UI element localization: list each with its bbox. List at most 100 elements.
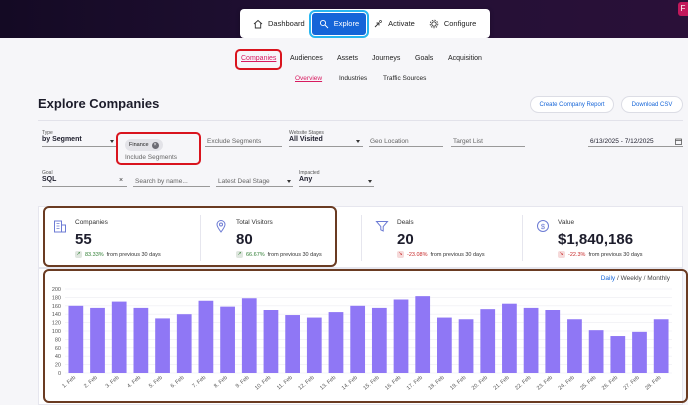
chart-bar[interactable] [371, 307, 387, 373]
chart-bar[interactable] [545, 310, 561, 373]
highlight-chart [43, 269, 688, 403]
tab-audiences[interactable]: Audiences [290, 55, 323, 62]
tab-assets[interactable]: Assets [337, 55, 359, 62]
geo-underline [369, 146, 443, 147]
impacted-select[interactable]: Impacted Any [299, 170, 320, 183]
stat-companies: Companies 55 ↗ 83.33% from previous 30 day… [39, 207, 200, 269]
nav-activate[interactable]: Activate [366, 13, 422, 35]
avatar[interactable]: F [678, 2, 688, 16]
create-report-button[interactable]: Create Company Report [530, 96, 614, 113]
monthly-toggle[interactable]: Monthly [647, 275, 670, 282]
chart-bar[interactable] [155, 318, 170, 373]
y-tick-label: 0 [58, 371, 61, 377]
download-csv-button[interactable]: Download CSV [621, 96, 683, 113]
daily-toggle[interactable]: Daily [600, 275, 616, 282]
chart-bar[interactable] [133, 307, 149, 373]
impacted-label: Impacted [299, 170, 320, 176]
activate-icon [374, 19, 382, 27]
search-name-input[interactable]: Search by name... [135, 178, 188, 185]
chip-remove-icon[interactable]: × [151, 141, 159, 149]
chart-bar[interactable] [480, 309, 496, 373]
chart-bar[interactable] [458, 319, 474, 373]
chart-bar[interactable] [285, 315, 300, 373]
chart-bar[interactable] [350, 305, 366, 373]
goal-select[interactable]: Goal SQL [42, 170, 56, 183]
impacted-caret-icon [368, 180, 372, 183]
chart-bar[interactable] [68, 305, 84, 373]
svg-text:$: $ [541, 222, 546, 231]
nav-configure[interactable]: Configure [422, 13, 484, 35]
trend-down-icon: ↘ [558, 251, 565, 258]
tab-companies[interactable]: Companies [241, 55, 277, 62]
weekly-toggle[interactable]: Weekly [620, 275, 642, 282]
chart-bar[interactable] [176, 314, 192, 373]
main-nav: Dashboard Explore Activate Configure [240, 9, 490, 38]
toggle-separator: / [616, 275, 619, 282]
chart-bar[interactable] [415, 296, 431, 373]
chart-bar[interactable] [90, 307, 105, 373]
impacted-value: Any [299, 176, 313, 183]
target-list-input[interactable]: Target List [453, 138, 483, 145]
chart-bar[interactable] [241, 298, 257, 373]
chart-bar[interactable] [523, 307, 539, 373]
chart-bar[interactable] [502, 303, 517, 373]
stat-value-name: Value [558, 219, 575, 226]
chart-bar[interactable] [588, 330, 604, 373]
tab-traffic-sources[interactable]: Traffic Sources [383, 75, 427, 82]
stat-companies-change: ↗ 83.33% from previous 30 days [75, 251, 161, 258]
explore-icon [319, 19, 329, 28]
impacted-underline [299, 186, 374, 187]
tab-acquisition[interactable]: Acquisition [448, 55, 482, 62]
type-label: Type [42, 130, 53, 136]
toggle-separator: / [643, 275, 646, 282]
chart-bar[interactable] [653, 319, 669, 373]
chart-bar[interactable] [393, 299, 409, 374]
tab-overview[interactable]: Overview [295, 75, 323, 82]
nav-configure-label: Configure [443, 19, 477, 28]
tab-journeys[interactable]: Journeys [372, 55, 401, 62]
deal-stage-underline [216, 186, 293, 187]
chart-bar[interactable] [306, 317, 322, 373]
deal-stage-select[interactable]: Latest Deal Stage [218, 178, 270, 185]
y-tick-label: 80 [55, 337, 61, 343]
exclude-segments-input[interactable]: Exclude Segments [207, 138, 262, 145]
stat-value-change: ↘ -22.3% from previous 30 days [558, 251, 643, 258]
stat-separator [522, 215, 523, 261]
stat-value-value: $1,840,186 [558, 231, 634, 248]
stat-deals-change: ↘ -23.08% from previous 30 days [397, 251, 485, 258]
stat-deals: Deals 20 ↘ -23.08% from previous 30 days [361, 207, 522, 269]
page-content: Companies Audiences Assets Journeys Goal… [0, 38, 688, 405]
goal-underline [42, 186, 127, 187]
search-underline [133, 186, 210, 187]
stat-value: $ Value $1,840,186 ↘ -22.3% from previous … [522, 207, 683, 269]
type-underline [42, 146, 116, 147]
segment-chip-finance[interactable]: Finance × [125, 139, 163, 151]
tab-goals[interactable]: Goals [415, 55, 434, 62]
chart-bar[interactable] [263, 310, 279, 373]
highlight-companies-tab [235, 49, 282, 70]
trend-up-icon: ↗ [236, 251, 243, 258]
goal-clear-icon[interactable]: × [119, 177, 124, 184]
y-tick-label: 20 [55, 363, 61, 369]
website-stages-select[interactable]: Website Stages All Visited [289, 130, 324, 143]
chart-bar[interactable] [567, 319, 582, 373]
chart-bar[interactable] [328, 312, 344, 373]
date-underline [588, 146, 683, 147]
chart-bar[interactable] [437, 317, 452, 373]
calendar-icon[interactable] [675, 138, 682, 145]
highlight-stats [43, 206, 337, 267]
chart-bar[interactable] [610, 336, 626, 373]
date-range-picker[interactable]: 6/13/2025 - 7/12/2025 [590, 138, 654, 145]
nav-dashboard[interactable]: Dashboard [246, 13, 312, 35]
geo-location-input[interactable]: Geo Location [370, 138, 409, 145]
y-tick-label: 160 [52, 304, 61, 310]
stages-caret-icon [356, 140, 360, 143]
stat-deals-value: 20 [397, 231, 414, 248]
type-select[interactable]: Type by Segment [42, 130, 82, 143]
chart-bar[interactable] [220, 306, 235, 373]
chart-bar[interactable] [198, 300, 214, 373]
nav-explore[interactable]: Explore [308, 9, 370, 38]
chart-bar[interactable] [632, 331, 647, 373]
chart-bar[interactable] [111, 301, 127, 373]
tab-industries[interactable]: Industries [339, 75, 368, 82]
